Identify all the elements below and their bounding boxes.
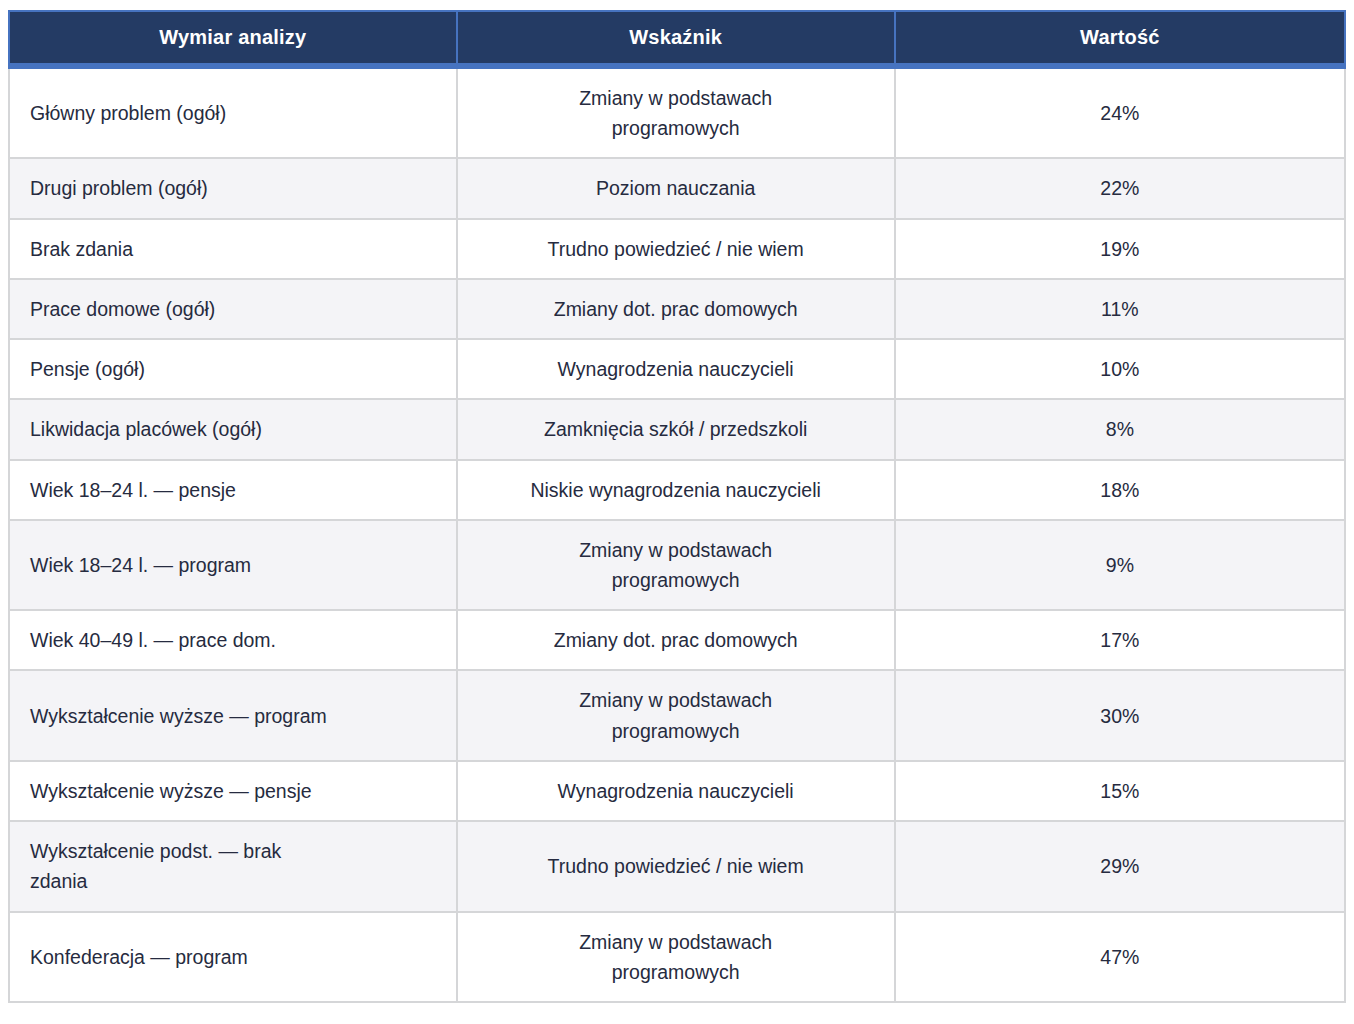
cell-value: 17% — [895, 610, 1345, 670]
cell-indicator: Zmiany dot. prac domowych — [457, 610, 895, 670]
table-row: Pensje (ogół)Wynagrodzenia nauczycieli10… — [9, 339, 1345, 399]
table-row: Wiek 40–49 l. — prace dom.Zmiany dot. pr… — [9, 610, 1345, 670]
cell-value: 11% — [895, 279, 1345, 339]
table-row: Likwidacja placówek (ogół)Zamknięcia szk… — [9, 399, 1345, 459]
column-header-indicator: Wskaźnik — [457, 11, 895, 66]
cell-dimension: Konfederacja — program — [9, 912, 457, 1002]
table-row: Wykształcenie podst. — brak zdaniaTrudno… — [9, 821, 1345, 911]
table-header: Wymiar analizy Wskaźnik Wartość — [9, 11, 1345, 66]
cell-indicator: Zamknięcia szkół / przedszkoli — [457, 399, 895, 459]
cell-value: 8% — [895, 399, 1345, 459]
table-header-row: Wymiar analizy Wskaźnik Wartość — [9, 11, 1345, 66]
cell-dimension: Prace domowe (ogół) — [9, 279, 457, 339]
cell-value: 29% — [895, 821, 1345, 911]
column-header-value: Wartość — [895, 11, 1345, 66]
table-row: Główny problem (ogół)Zmiany w podstawach… — [9, 66, 1345, 158]
table-row: Prace domowe (ogół)Zmiany dot. prac domo… — [9, 279, 1345, 339]
cell-dimension: Brak zdania — [9, 219, 457, 279]
cell-indicator: Zmiany dot. prac domowych — [457, 279, 895, 339]
cell-dimension: Wiek 18–24 l. — program — [9, 520, 457, 610]
cell-dimension: Drugi problem (ogół) — [9, 158, 457, 218]
table-body: Główny problem (ogół)Zmiany w podstawach… — [9, 66, 1345, 1002]
cell-indicator: Zmiany w podstawach programowych — [457, 912, 895, 1002]
cell-indicator: Trudno powiedzieć / nie wiem — [457, 821, 895, 911]
cell-indicator: Zmiany w podstawach programowych — [457, 520, 895, 610]
table-row: Brak zdaniaTrudno powiedzieć / nie wiem1… — [9, 219, 1345, 279]
cell-dimension: Likwidacja placówek (ogół) — [9, 399, 457, 459]
cell-dimension: Wykształcenie podst. — brak zdania — [9, 821, 457, 911]
cell-value: 19% — [895, 219, 1345, 279]
cell-value: 24% — [895, 66, 1345, 158]
cell-indicator: Wynagrodzenia nauczycieli — [457, 761, 895, 821]
table-row: Wykształcenie wyższe — pensjeWynagrodzen… — [9, 761, 1345, 821]
cell-dimension: Wiek 18–24 l. — pensje — [9, 460, 457, 520]
cell-indicator: Niskie wynagrodzenia nauczycieli — [457, 460, 895, 520]
cell-value: 30% — [895, 670, 1345, 760]
table-row: Wykształcenie wyższe — programZmiany w p… — [9, 670, 1345, 760]
table-row: Drugi problem (ogół)Poziom nauczania22% — [9, 158, 1345, 218]
table-row: Konfederacja — programZmiany w podstawac… — [9, 912, 1345, 1002]
cell-dimension: Wykształcenie wyższe — pensje — [9, 761, 457, 821]
cell-indicator: Zmiany w podstawach programowych — [457, 670, 895, 760]
cell-indicator: Wynagrodzenia nauczycieli — [457, 339, 895, 399]
column-header-dimension: Wymiar analizy — [9, 11, 457, 66]
cell-dimension: Wykształcenie wyższe — program — [9, 670, 457, 760]
cell-value: 47% — [895, 912, 1345, 1002]
cell-indicator: Trudno powiedzieć / nie wiem — [457, 219, 895, 279]
cell-value: 18% — [895, 460, 1345, 520]
page: Wymiar analizy Wskaźnik Wartość Główny p… — [0, 0, 1354, 1024]
cell-indicator: Zmiany w podstawach programowych — [457, 66, 895, 158]
cell-value: 10% — [895, 339, 1345, 399]
cell-value: 15% — [895, 761, 1345, 821]
cell-indicator: Poziom nauczania — [457, 158, 895, 218]
analysis-table: Wymiar analizy Wskaźnik Wartość Główny p… — [8, 10, 1346, 1003]
cell-value: 9% — [895, 520, 1345, 610]
cell-dimension: Pensje (ogół) — [9, 339, 457, 399]
cell-dimension: Główny problem (ogół) — [9, 66, 457, 158]
table-row: Wiek 18–24 l. — programZmiany w podstawa… — [9, 520, 1345, 610]
table-row: Wiek 18–24 l. — pensjeNiskie wynagrodzen… — [9, 460, 1345, 520]
cell-dimension: Wiek 40–49 l. — prace dom. — [9, 610, 457, 670]
cell-value: 22% — [895, 158, 1345, 218]
